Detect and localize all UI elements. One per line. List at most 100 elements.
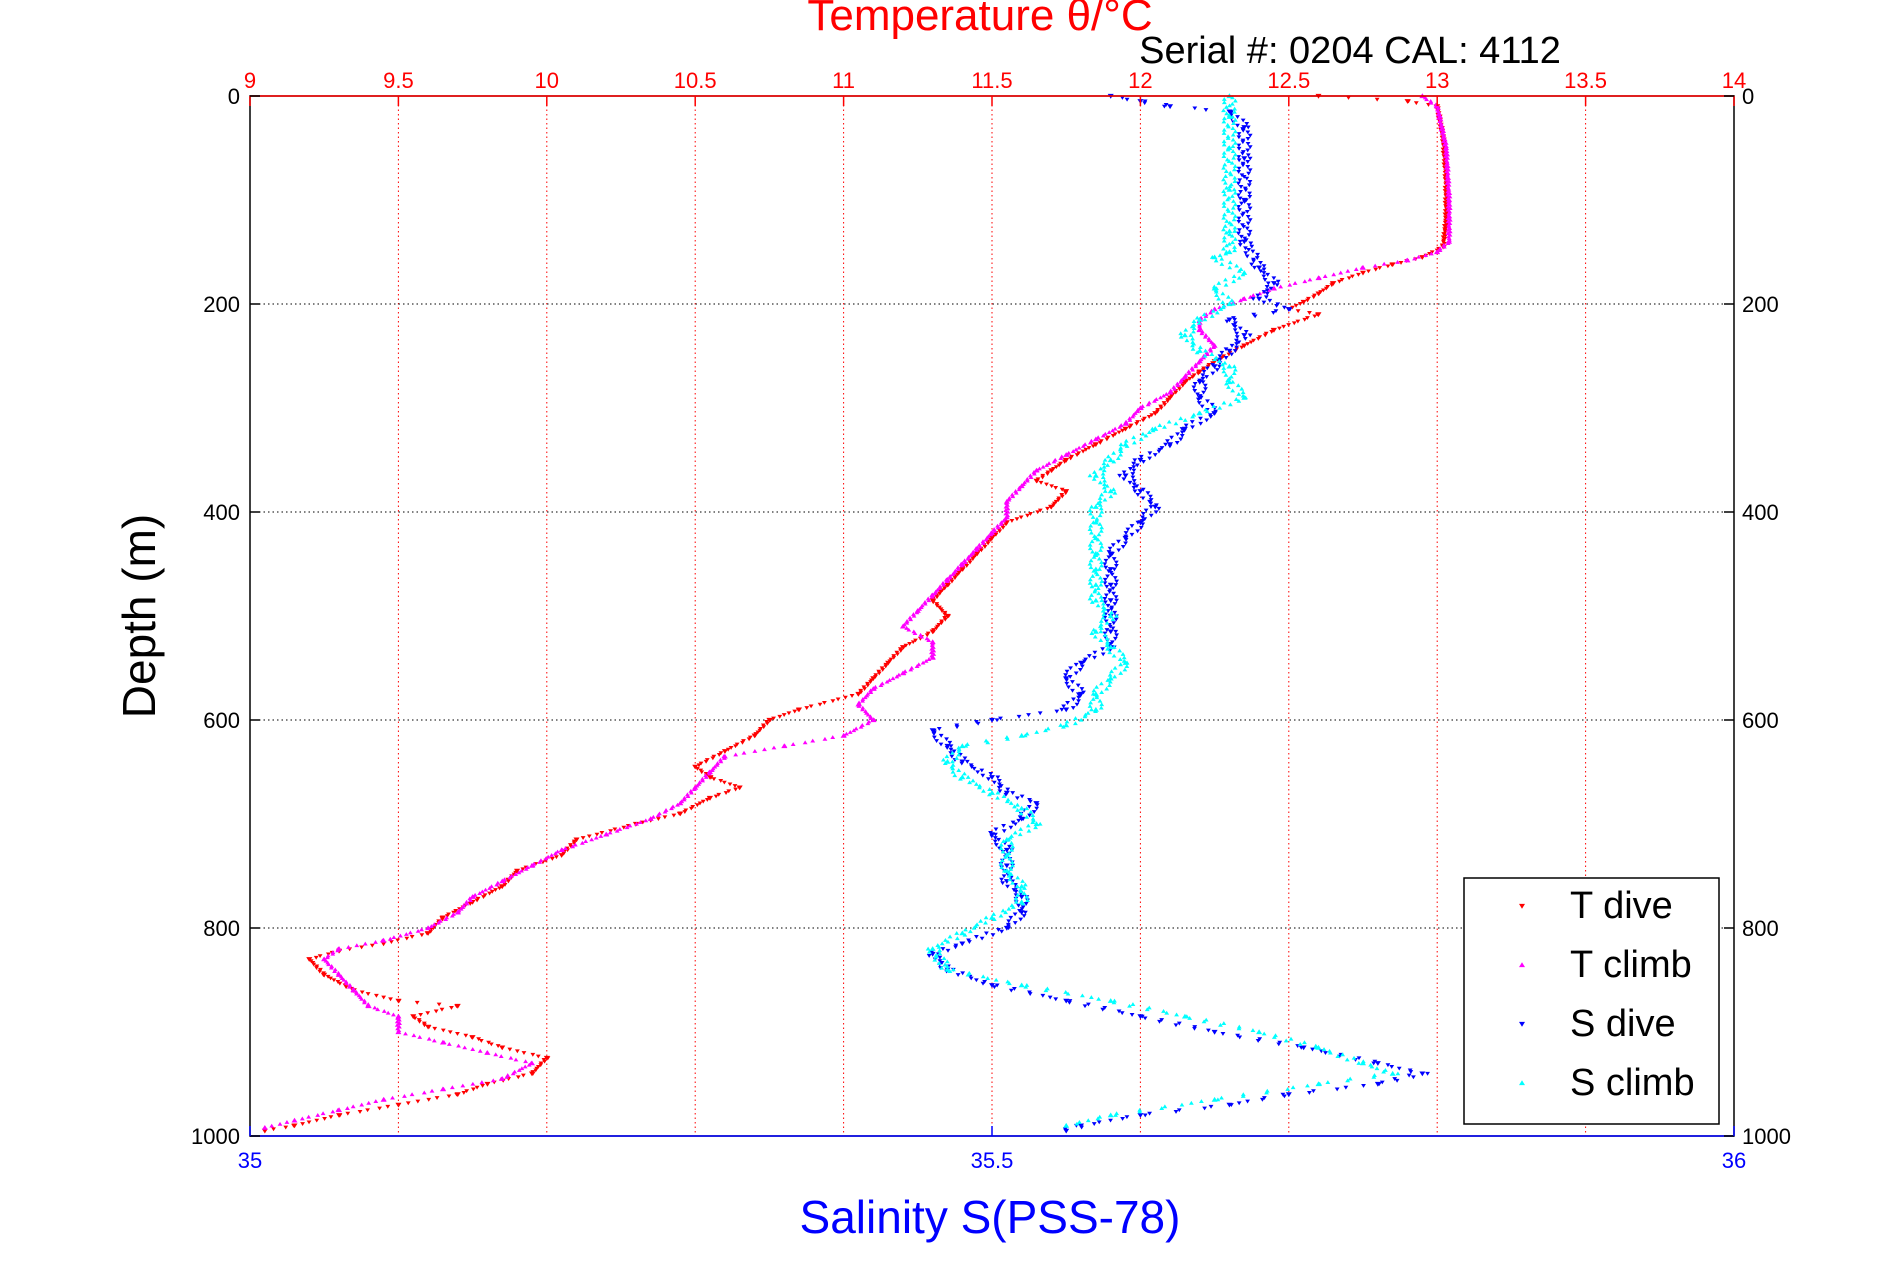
data-point — [1107, 644, 1114, 650]
data-point — [1122, 473, 1129, 479]
data-point — [1107, 613, 1114, 619]
data-point — [1137, 489, 1144, 494]
series-t-climb — [261, 93, 1453, 1130]
data-point — [1107, 598, 1114, 604]
legend-label: T climb — [1570, 944, 1692, 986]
data-point — [1018, 805, 1025, 811]
data-point — [1063, 707, 1070, 713]
tick-label-right: 800 — [1742, 916, 1779, 941]
chart-subtitle: Serial #: 0204 CAL: 4112 — [1139, 30, 1561, 72]
legend-item: S dive — [1519, 1003, 1676, 1045]
tick-label-right: 200 — [1742, 292, 1779, 317]
chart-title: Temperature θ/°C — [807, 0, 1152, 40]
tick-label-right: 600 — [1742, 708, 1779, 733]
tick-label-top: 10 — [535, 68, 559, 93]
tick-label-right: 1000 — [1742, 1124, 1791, 1149]
tick-label-bottom: 35 — [238, 1148, 262, 1173]
data-point — [1107, 1112, 1114, 1118]
data-point — [1256, 296, 1263, 302]
legend-label: S climb — [1570, 1062, 1695, 1104]
data-point — [1226, 301, 1233, 307]
tick-label-right: 0 — [1742, 84, 1754, 109]
data-point — [1256, 265, 1263, 271]
data-point — [989, 790, 995, 795]
data-point — [1092, 504, 1099, 509]
data-point — [1226, 186, 1233, 192]
data-point — [959, 743, 966, 749]
data-point — [1092, 472, 1099, 478]
data-point — [1167, 104, 1174, 110]
data-point — [1419, 1071, 1426, 1077]
legend-item: T dive — [1519, 885, 1673, 927]
data-point — [1092, 597, 1099, 603]
tick-label-top: 14 — [1722, 68, 1746, 93]
data-point — [1226, 228, 1233, 234]
data-point — [989, 717, 995, 723]
data-point — [1107, 998, 1114, 1003]
data-point — [1241, 333, 1248, 338]
data-point — [1137, 1113, 1144, 1118]
tick-label-left: 800 — [203, 916, 240, 941]
tick-label-top: 11.5 — [971, 68, 1012, 93]
data-point — [1018, 732, 1025, 738]
data-point — [1063, 998, 1070, 1004]
data-point — [1226, 348, 1233, 354]
data-point — [1003, 863, 1010, 869]
data-point — [1196, 316, 1203, 322]
data-point — [1003, 847, 1010, 853]
data-point — [1226, 363, 1233, 369]
data-point — [1107, 488, 1114, 494]
data-point — [1270, 281, 1277, 286]
data-point — [959, 930, 966, 936]
tick-label-left: 1000 — [191, 1124, 240, 1149]
data-point — [1033, 821, 1040, 827]
x-axis-bottom-title: Salinity S(PSS-78) — [800, 1191, 1181, 1243]
tick-label-top: 11 — [832, 68, 855, 93]
tick-label-left: 600 — [203, 708, 240, 733]
data-point — [1107, 457, 1114, 463]
y-axis-title: Depth (m) — [113, 514, 165, 718]
legend-marker — [1519, 1021, 1525, 1027]
legend-marker — [1519, 903, 1525, 909]
data-point — [1092, 582, 1099, 587]
data-point — [989, 983, 995, 988]
data-point — [1137, 457, 1144, 463]
series-s-climb — [925, 93, 1401, 1128]
data-point — [1285, 1092, 1292, 1098]
data-point — [929, 946, 936, 951]
tick-label-top: 13.5 — [1564, 68, 1607, 93]
data-point — [1018, 883, 1025, 889]
data-point — [1241, 156, 1248, 162]
data-point — [1181, 332, 1188, 338]
data-point — [944, 966, 951, 972]
legend-item: S climb — [1519, 1062, 1695, 1104]
data-point — [989, 775, 995, 780]
data-point — [1107, 629, 1114, 635]
legend-box — [1463, 877, 1720, 1125]
tick-label-top: 12.5 — [1267, 68, 1310, 93]
tick-label-left: 400 — [203, 500, 240, 525]
data-point — [1107, 582, 1114, 588]
legend-marker — [1519, 1080, 1525, 1086]
data-point — [1018, 982, 1025, 988]
tick-label-left: 0 — [228, 84, 240, 109]
data-point — [1389, 1070, 1396, 1076]
tick-label-left: 200 — [203, 292, 240, 317]
legend-item: T climb — [1519, 944, 1692, 986]
data-point — [1063, 722, 1070, 728]
legend-label: T dive — [1570, 885, 1673, 927]
data-point — [1374, 1061, 1381, 1066]
series-s-dive — [926, 93, 1430, 1134]
tick-label-top: 10.5 — [674, 68, 717, 93]
data-point — [1018, 894, 1025, 900]
tick-label-right: 400 — [1742, 500, 1779, 525]
data-point — [1226, 317, 1233, 323]
data-point — [1196, 348, 1203, 353]
legend-label: S dive — [1570, 1003, 1676, 1045]
tick-label-top: 12 — [1128, 68, 1152, 93]
legend-marker — [1519, 962, 1525, 968]
data-point — [1092, 706, 1099, 712]
data-series — [261, 93, 1453, 1134]
